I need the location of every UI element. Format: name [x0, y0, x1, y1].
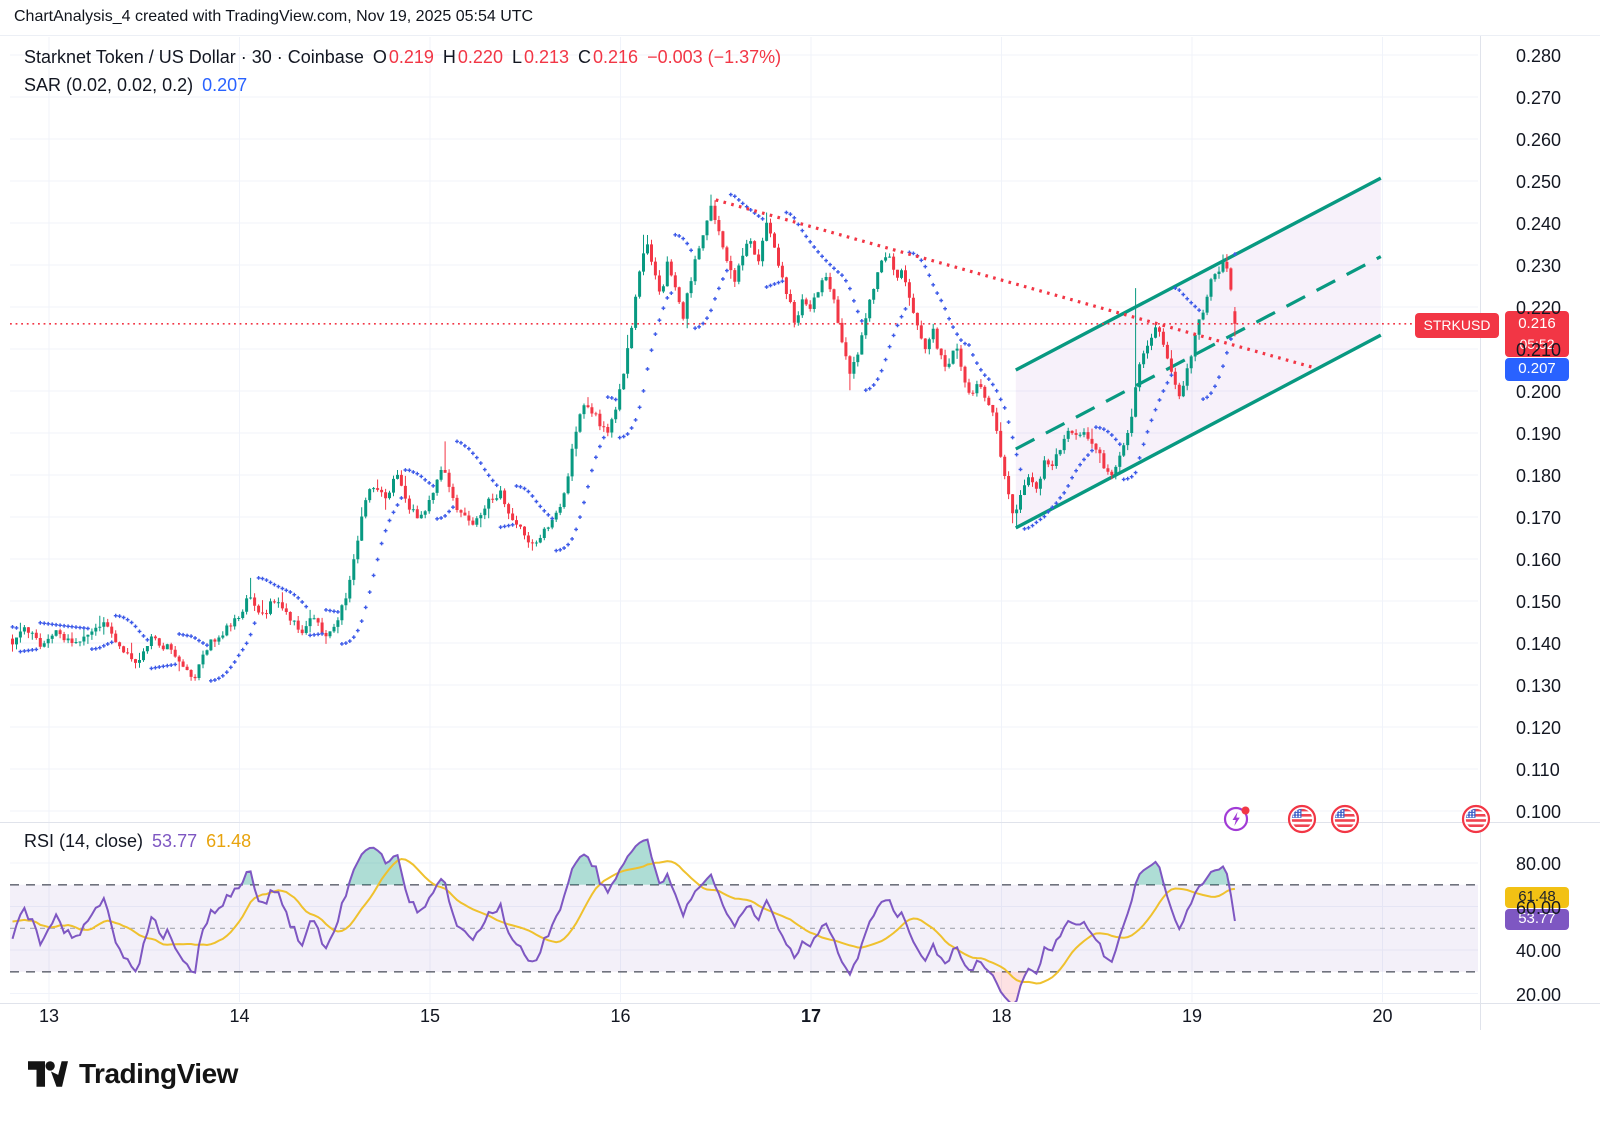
rsi-band — [10, 883, 1478, 973]
bar-countdown: 05:52 — [1519, 335, 1555, 352]
price-axis-label: 0.190 — [1516, 424, 1562, 444]
ohlc-close: C 0.216 — [578, 47, 639, 67]
current-price-badge: 0.216 05:52 — [1505, 311, 1569, 357]
time-axis-label: 14 — [229, 1006, 250, 1026]
time-axis-label: 17 — [800, 1006, 822, 1026]
time-axis-label: 16 — [610, 1006, 631, 1026]
rsi-value: 53.77 — [152, 831, 198, 851]
time-axis-label: 20 — [1372, 1006, 1393, 1026]
price-axis-label: 0.200 — [1516, 382, 1562, 402]
price-axis-label: 0.150 — [1516, 592, 1562, 612]
price-axis-label: 0.120 — [1516, 718, 1562, 738]
rsi-legend[interactable]: RSI (14, close) 53.77 61.48 — [24, 831, 251, 852]
ticker-badge: STRKUSD — [1415, 313, 1499, 338]
price-axis-label: 0.270 — [1516, 88, 1562, 108]
price-axis-label: 0.140 — [1516, 634, 1562, 654]
time-axis-label: 15 — [419, 1006, 441, 1026]
price-axis-label: 0.100 — [1516, 802, 1562, 822]
price-axis-label: 0.230 — [1516, 256, 1562, 276]
tradingview-logo-text: TradingView — [79, 1058, 238, 1089]
price-axis-label: 0.180 — [1516, 466, 1562, 486]
sar-value: 0.207 — [202, 75, 248, 95]
price-axis-label: 0.210 — [1516, 340, 1562, 360]
rsi-axis-label: 40.00 — [1516, 941, 1562, 961]
rsi-axis-label: 20.00 — [1516, 984, 1562, 1005]
price-chart-canvas[interactable] — [0, 36, 1600, 1030]
time-axis-label: 13 — [38, 1006, 60, 1026]
economic-event-us-flag-icon[interactable] — [1330, 804, 1360, 834]
price-axis-label: 0.110 — [1516, 760, 1560, 780]
price-axis-label: 0.170 — [1516, 508, 1562, 528]
candlesticks — [11, 194, 1237, 681]
top-bar: ChartAnalysis_4 created with TradingView… — [0, 0, 1600, 36]
price-axis-label: 0.220 — [1516, 298, 1562, 318]
price-axis-label: 0.280 — [1516, 46, 1562, 66]
rsi-ma-badge: 61.48 — [1505, 887, 1569, 908]
rsi-plot — [11, 838, 1236, 1002]
price-axis-label: 0.160 — [1516, 550, 1562, 570]
time-axis-label: 18 — [991, 1006, 1012, 1026]
price-axis-label: 0.260 — [1516, 130, 1562, 150]
economic-event-power-icon[interactable] — [1223, 804, 1251, 832]
rsi-ma-line — [12, 857, 1236, 985]
ohlc-high: H 0.220 — [442, 47, 503, 67]
economic-event-us-flag-icon[interactable] — [1287, 804, 1317, 834]
symbol-title[interactable]: Starknet Token / US Dollar · 30 · Coinba… — [24, 47, 364, 67]
rsi-ma-value: 61.48 — [206, 831, 252, 851]
rsi-label[interactable]: RSI (14, close) — [24, 831, 144, 851]
parallel-channel-drawing[interactable] — [1015, 176, 1382, 530]
rsi-line — [11, 838, 1236, 1002]
top-bar-text: ChartAnalysis_4 created with TradingView… — [14, 8, 534, 25]
price-badge-value: 0.216 — [1518, 315, 1556, 333]
price-axis-label: 0.250 — [1516, 172, 1562, 192]
price-change: −0.003 (−1.37%) — [647, 47, 782, 67]
rsi-axis-label: 80.00 — [1516, 854, 1562, 874]
ohlc-low: L 0.213 — [511, 47, 570, 67]
symbol-legend[interactable]: Starknet Token / US Dollar · 30 · Coinba… — [24, 47, 781, 68]
tradingview-logo[interactable]: TradingView — [28, 1058, 238, 1090]
grid-lines — [10, 37, 1478, 1002]
time-axis-label: 19 — [1181, 1006, 1203, 1026]
tradingview-logo-icon — [28, 1061, 68, 1087]
ohlc-open: O 0.219 — [372, 47, 434, 67]
rsi-badge: 53.77 — [1505, 909, 1569, 930]
price-axis-label: 0.130 — [1516, 676, 1562, 696]
sar-label[interactable]: SAR (0.02, 0.02, 0.2) — [24, 75, 194, 95]
price-axis-label: 0.240 — [1516, 214, 1562, 234]
sar-indicator-dots — [10, 192, 1237, 683]
sar-value-badge: 0.207 — [1505, 358, 1569, 381]
rsi-axis-label: 60.00 — [1516, 897, 1562, 918]
economic-event-us-flag-icon[interactable] — [1461, 804, 1491, 834]
sar-legend[interactable]: SAR (0.02, 0.02, 0.2) 0.207 — [24, 75, 247, 96]
time-axis-labels: 13 14 15 16 17 18 19 20 — [0, 1003, 1600, 1030]
